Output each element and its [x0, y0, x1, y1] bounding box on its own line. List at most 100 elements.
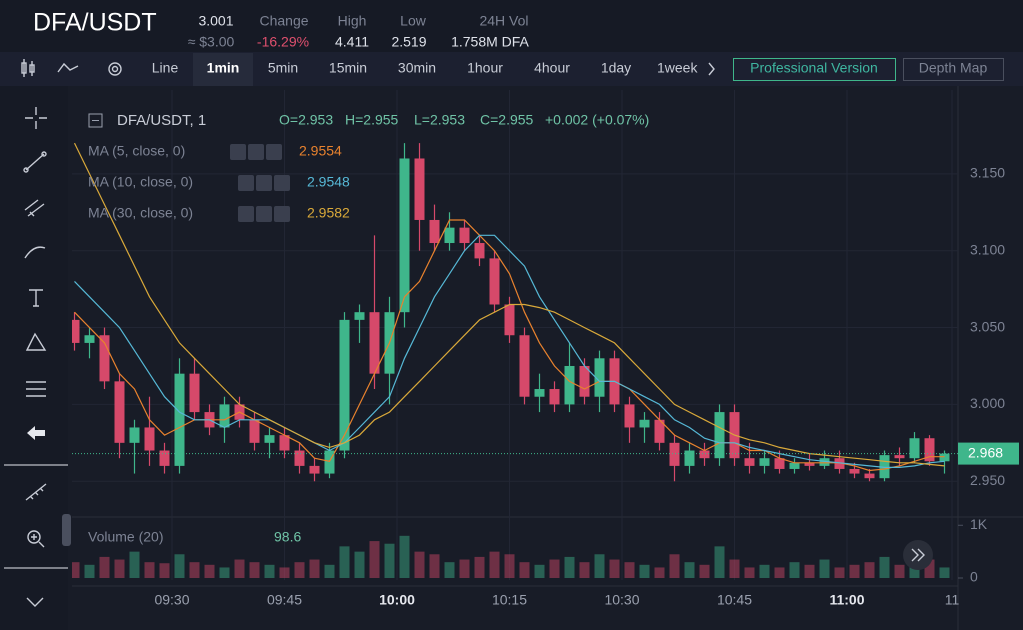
candle-body	[699, 450, 710, 459]
candle-body	[849, 468, 860, 474]
draw-tools[interactable]	[23, 107, 47, 607]
candle-body	[819, 458, 830, 466]
candle-body	[459, 227, 470, 244]
interval[interactable]: 1min	[207, 60, 240, 76]
candle-body	[84, 335, 95, 343]
candle-body	[909, 438, 920, 459]
volume-bar	[459, 559, 470, 578]
candle-body	[594, 358, 605, 397]
candle-body	[279, 435, 290, 451]
ma-legend-button	[230, 144, 246, 160]
candle-body	[504, 304, 515, 336]
depth-button-label[interactable]: Depth Map	[919, 60, 988, 76]
volume-bar	[849, 564, 860, 578]
volume-bar	[384, 543, 395, 578]
interval-selected	[193, 53, 253, 86]
volume-bar	[549, 559, 560, 578]
volume-bar	[564, 556, 575, 578]
candle-body	[129, 427, 140, 443]
candle-body	[804, 462, 815, 466]
candle-body	[894, 455, 905, 459]
candle-body	[519, 335, 530, 397]
ma-legend-button	[266, 144, 282, 160]
ohlc-high: H=2.955	[345, 112, 399, 128]
volume-bar	[279, 567, 290, 578]
settings-icon[interactable]	[108, 62, 122, 76]
ohlc-change: +0.002 (+0.07%)	[545, 112, 649, 128]
y-tick-label: 3.050	[970, 318, 1005, 334]
ma-legend-value: 2.9548	[307, 174, 350, 190]
stat-label: 24H Vol	[479, 13, 528, 29]
volume-bar	[654, 567, 665, 578]
x-tick-label: 09:45	[267, 592, 302, 608]
ma-legend-value: 2.9554	[299, 143, 342, 159]
candle-body	[654, 419, 665, 443]
stat-value: 1.758M DFA	[451, 34, 529, 50]
volume-bar	[264, 564, 275, 578]
interval[interactable]: 1day	[601, 60, 631, 76]
x-tick-label: 10:00	[379, 592, 415, 608]
pro-button-label[interactable]: Professional Version	[750, 60, 878, 76]
volume-bar	[249, 562, 260, 578]
candle-body	[114, 381, 125, 443]
stat-value: 4.411	[335, 34, 369, 50]
volume-bar	[519, 562, 530, 578]
candle-body	[414, 158, 425, 220]
ma-line	[74, 219, 945, 472]
candle-body	[339, 319, 350, 451]
volume-legend: Volume (20)	[88, 529, 163, 545]
candle-body	[324, 450, 335, 474]
ma-legend-button	[274, 175, 290, 191]
stat-label: Change	[259, 13, 308, 29]
scroll-arrow[interactable]	[708, 62, 715, 76]
candle-body	[624, 404, 635, 428]
interval[interactable]: 1week	[657, 60, 698, 76]
depth-button[interactable]	[903, 58, 1004, 81]
candle-body	[834, 458, 845, 469]
interval[interactable]: 4hour	[534, 60, 570, 76]
volume-bar	[879, 556, 890, 578]
volume-bar	[369, 541, 380, 578]
candle-body	[474, 243, 485, 259]
volume-bar	[429, 554, 440, 578]
interval[interactable]: 1hour	[467, 60, 503, 76]
candle-icon[interactable]	[21, 59, 35, 77]
ohlc-low: L=2.953	[414, 112, 465, 128]
collapse-handle[interactable]	[62, 514, 71, 546]
x-tick-label: 10:30	[604, 592, 639, 608]
ma-legend: MA (30, close, 0)	[88, 205, 193, 221]
ma-line	[73, 142, 945, 467]
volume-bar	[714, 546, 725, 578]
volume-bar	[864, 562, 875, 578]
volume-bar	[144, 562, 155, 578]
volume-bar	[624, 562, 635, 578]
candle-body	[189, 373, 200, 413]
x-tick-label: 09:30	[154, 592, 189, 608]
volume-bar	[504, 554, 515, 578]
chart-bg	[0, 86, 1023, 630]
interval[interactable]: 30min	[398, 60, 436, 76]
ma-legend: MA (10, close, 0)	[88, 174, 193, 190]
ohlc-open: O=2.953	[279, 112, 333, 128]
volume-bar	[219, 567, 230, 578]
interval[interactable]: 15min	[329, 60, 367, 76]
ohlc-close: C=2.955	[480, 112, 534, 128]
back-arrow[interactable]	[27, 426, 45, 440]
volume-bar	[99, 556, 110, 578]
volume-bar	[609, 559, 620, 578]
price-usd: ≈ $3.00	[188, 34, 235, 50]
pro-button[interactable]	[733, 58, 896, 81]
volume-bar	[759, 564, 770, 578]
interval[interactable]: 5min	[268, 60, 298, 76]
x-tick-label: 10:45	[717, 592, 752, 608]
interval[interactable]: Line	[152, 60, 179, 76]
collapse-legend[interactable]	[88, 113, 103, 128]
candle-body	[924, 438, 935, 462]
volume-bar	[84, 564, 95, 578]
volume-bar	[699, 564, 710, 578]
volume-bar	[72, 562, 80, 578]
candle-body	[744, 458, 755, 466]
indicator-icon[interactable]	[57, 62, 79, 73]
ma-legend-button	[248, 144, 264, 160]
volume-bar	[834, 567, 845, 578]
